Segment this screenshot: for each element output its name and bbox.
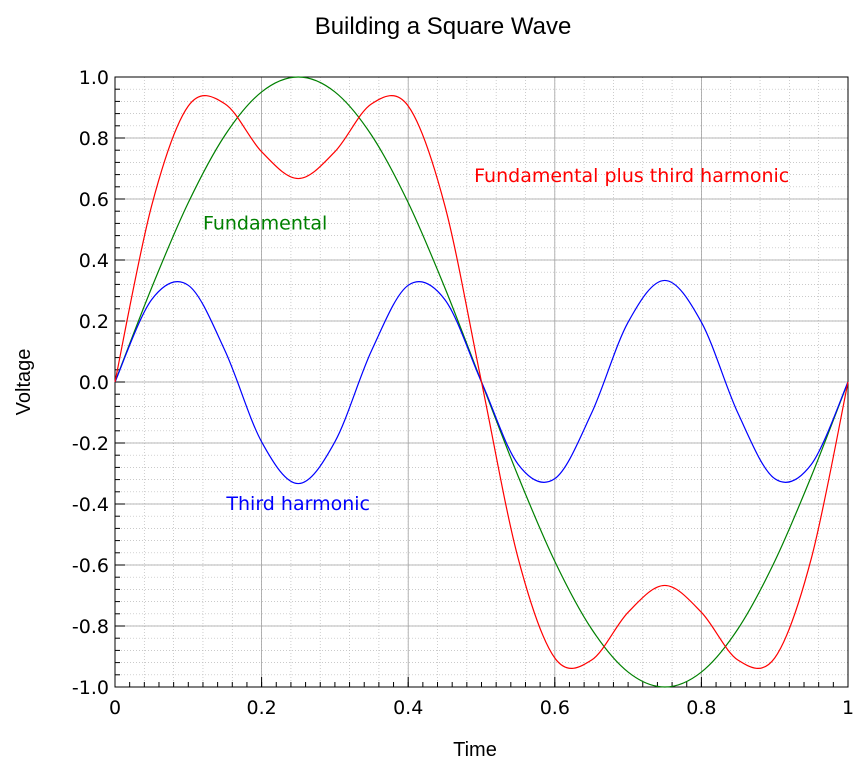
x-axis-label: Time [453,739,497,761]
annotation-label: Third harmonic [225,493,370,515]
y-tick-label: 0.0 [79,372,109,394]
annotations: Fundamental Third harmonic Fundamental plu… [203,165,789,515]
annotation-label: Fundamental [203,213,327,235]
axis-ticks [114,76,849,688]
chart-title: Building a Square Wave [315,13,572,40]
y-tick-label: 0.2 [79,311,109,333]
annotation-label: Fundamental plus third harmonic [474,165,789,187]
y-tick-labels: -1.0 -0.8 -0.6 -0.4 -0.2 0.0 0.2 0.4 0.6 0.8 1.0 [72,67,109,699]
x-tick-label: 0 [109,697,121,719]
series-line-fundamental-plus-third-harmonic [114,95,849,669]
y-axis-label: Voltage [13,349,35,416]
y-tick-label: -0.6 [72,555,109,577]
x-tick-label: 0.8 [686,697,716,719]
y-tick-label: -0.4 [72,494,109,516]
x-tick-label: 0.6 [540,697,570,719]
x-tick-label: 0.4 [393,697,423,719]
y-tick-label: 0.4 [79,250,109,272]
y-tick-label: -0.2 [72,433,109,455]
y-tick-label: 0.6 [79,189,109,211]
y-tick-label: 1.0 [79,67,109,89]
x-tick-label: 0.2 [246,697,276,719]
y-tick-label: -1.0 [72,677,109,699]
y-tick-label: -0.8 [72,616,109,638]
x-tick-label: 1 [842,697,853,719]
y-tick-label: 0.8 [79,128,109,150]
x-tick-labels: 0 0.2 0.4 0.6 0.8 1 [109,697,853,719]
series-lines [114,76,849,688]
